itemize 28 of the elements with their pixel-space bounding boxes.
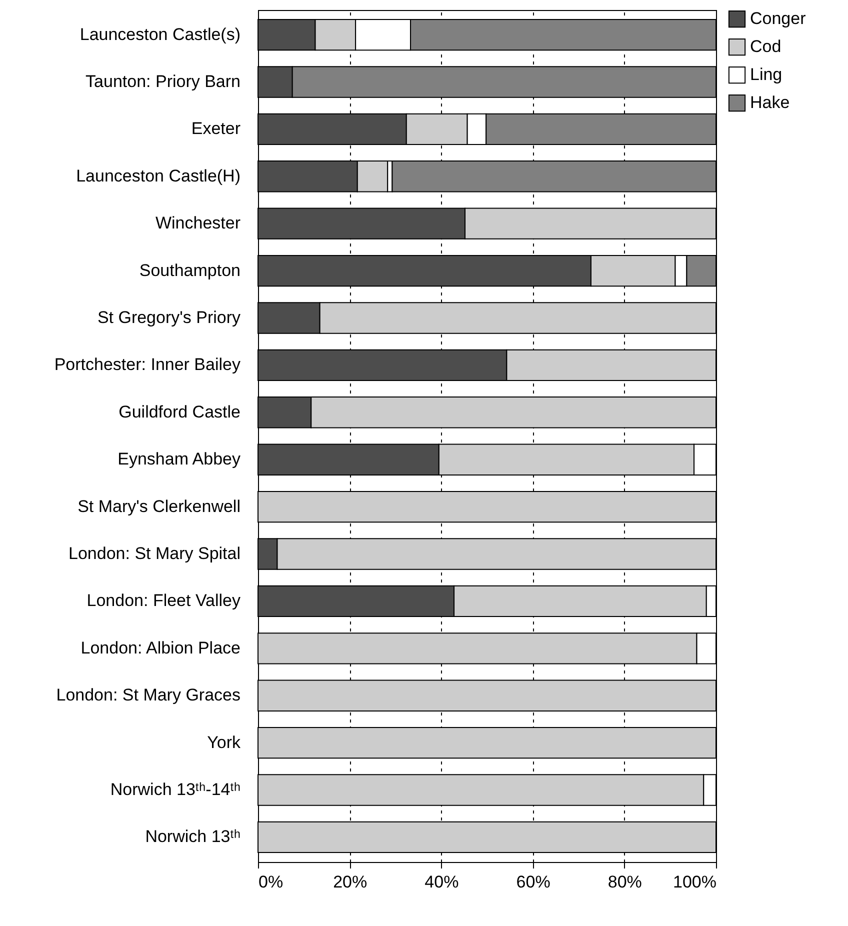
y-tick-label: London: St Mary Spital — [68, 544, 240, 564]
legend-label: Hake — [750, 93, 790, 112]
x-tick-label: 80% — [608, 872, 642, 892]
y-tick-label: Norwich 13ᵗʰ-14ᵗʰ — [110, 780, 240, 800]
y-tick-label: York — [207, 732, 241, 752]
y-tick-label: Launceston Castle(H) — [76, 166, 240, 186]
x-tick-label: 40% — [424, 872, 459, 892]
legend-label: Cod — [750, 37, 782, 56]
y-tick-label: Guildford Castle — [118, 402, 240, 422]
x-tick-label: 20% — [333, 872, 368, 892]
legend-label: Conger — [750, 9, 806, 28]
y-tick-label: Eynsham Abbey — [118, 450, 241, 469]
legend-label: Ling — [750, 65, 782, 84]
y-tick-label: Norwich 13ᵗʰ — [145, 827, 240, 846]
y-tick-label: Taunton: Priory Barn — [86, 72, 240, 91]
x-tick-label: 100% — [673, 872, 716, 892]
y-tick-label: London: Albion Place — [80, 638, 240, 658]
y-tick-label: Launceston Castle(s) — [80, 24, 240, 44]
y-tick-label: London: St Mary Graces — [56, 686, 240, 705]
y-tick-label: Exeter — [191, 119, 241, 138]
y-tick-label: St Mary's Clerkenwell — [78, 496, 240, 516]
y-tick-label: Portchester: Inner Bailey — [54, 355, 241, 374]
y-tick-label: St Gregory's Priory — [97, 308, 241, 327]
x-tick-label: 60% — [516, 872, 550, 892]
y-tick-label: Winchester — [155, 214, 241, 233]
x-tick-label: 0% — [258, 872, 284, 892]
y-tick-label: Southampton — [139, 260, 240, 280]
y-tick-label: London: Fleet Valley — [86, 591, 241, 610]
